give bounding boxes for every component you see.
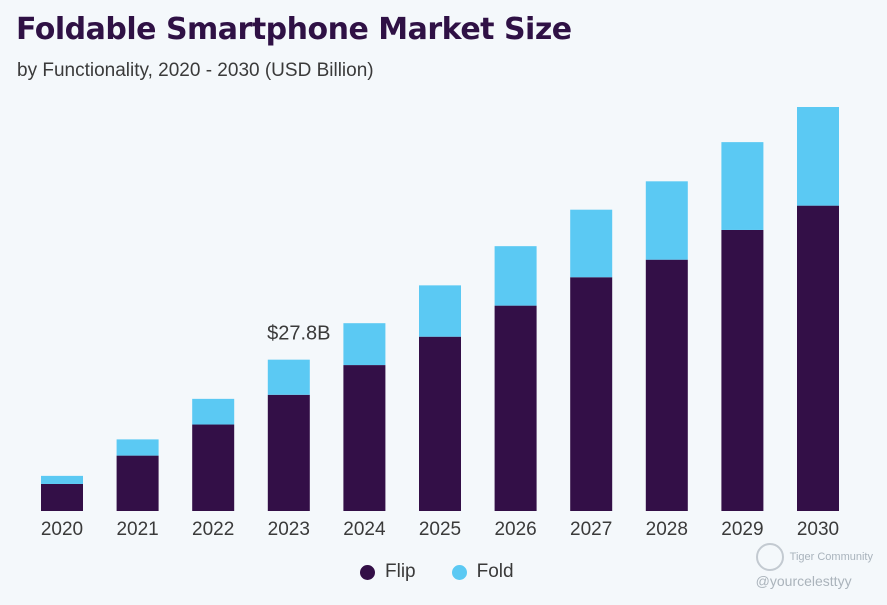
bar-fold-2030	[797, 107, 839, 206]
x-tick-label-2024: 2024	[343, 519, 386, 540]
x-tick-label-2028: 2028	[646, 519, 688, 540]
bar-flip-2021	[116, 455, 159, 511]
x-tick-label-2021: 2021	[116, 519, 158, 540]
legend-item-flip: Flip	[360, 561, 416, 583]
watermark-handle: @yourcelesttyy	[755, 573, 852, 589]
bar-fold-2025	[419, 285, 461, 337]
chart-title: Foldable Smartphone Market Size	[16, 12, 572, 47]
tiger-community-logo-icon	[755, 543, 784, 571]
bar-fold-2021	[116, 439, 159, 456]
x-tick-label-2023: 2023	[268, 519, 310, 540]
chart-legend: Flip Fold	[360, 561, 550, 583]
x-tick-label-2022: 2022	[192, 519, 234, 540]
x-tick-label-2027: 2027	[570, 519, 612, 540]
x-tick-label-2026: 2026	[494, 519, 536, 540]
bar-fold-2022	[192, 398, 235, 425]
bar-flip-2024	[343, 365, 386, 511]
bar-flip-2027	[570, 277, 613, 511]
legend-label-fold: Fold	[476, 561, 514, 582]
x-tick-label-2020: 2020	[41, 519, 83, 540]
legend-label-flip: Flip	[385, 561, 416, 582]
legend-swatch-fold	[451, 564, 467, 580]
x-tick-label-2029: 2029	[721, 519, 763, 540]
bar-fold-2023	[267, 359, 310, 395]
chart-subtitle: by Functionality, 2020 - 2030 (USD Billi…	[17, 60, 374, 81]
bar-fold-2026	[494, 246, 537, 306]
legend-swatch-flip	[360, 564, 375, 580]
bar-flip-2029	[721, 229, 764, 511]
bar-flip-2030	[797, 205, 839, 512]
data-label-2023: $27.8B	[267, 323, 330, 345]
x-tick-label-2025: 2025	[419, 519, 461, 540]
bar-flip-2022	[192, 424, 235, 511]
bar-fold-2020	[41, 475, 83, 484]
watermark-brand: Tiger Community	[789, 551, 873, 563]
watermark: Tiger Community @yourcelesttyy	[755, 543, 873, 589]
bar-fold-2027	[570, 209, 613, 278]
bar-flip-2025	[419, 336, 461, 511]
bar-flip-2023	[267, 394, 310, 511]
bar-fold-2029	[721, 142, 764, 230]
bar-flip-2028	[645, 259, 688, 511]
legend-item-fold: Fold	[451, 561, 514, 583]
bar-fold-2028	[645, 181, 688, 260]
bar-flip-2020	[41, 483, 83, 511]
x-tick-label-2030: 2030	[797, 519, 839, 540]
bar-fold-2024	[343, 323, 386, 366]
bar-flip-2026	[494, 305, 537, 511]
